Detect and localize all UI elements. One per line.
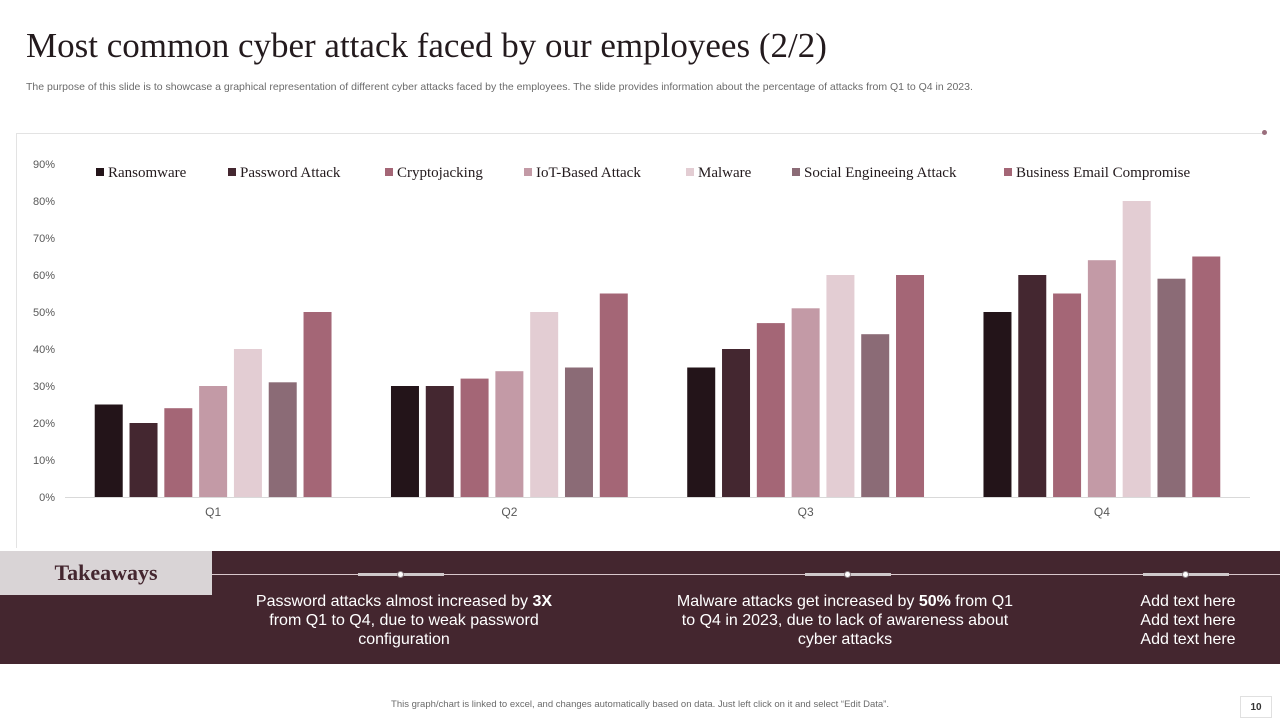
takeaways-label: Takeaways xyxy=(0,551,212,595)
bar xyxy=(1087,260,1116,497)
chart-frame xyxy=(16,133,1264,548)
bar xyxy=(861,334,890,497)
bar xyxy=(390,386,419,497)
bar xyxy=(94,404,123,497)
legend-label: Social Engineeing Attack xyxy=(804,165,957,181)
legend-label: Malware xyxy=(698,165,752,181)
legend-label: IoT-Based Attack xyxy=(536,165,641,181)
bar xyxy=(233,349,262,497)
page-subtitle: The purpose of this slide is to showcase… xyxy=(26,81,973,93)
bar xyxy=(495,371,524,497)
y-tick-label: 30% xyxy=(33,381,55,393)
bar xyxy=(791,308,820,497)
takeaway-3-line: Add text here xyxy=(1140,593,1236,610)
takeaways-band xyxy=(0,551,1280,664)
legend-label: Ransomware xyxy=(108,165,187,181)
bar xyxy=(756,323,785,497)
bar-chart[interactable]: 0% 10% 20% 30% 40% 50% 60% 70% 80% 90% Q1 Q2 Q3 Q4 Ran… xyxy=(0,0,1280,548)
takeaway-2-text: Malware attacks get increased by 50% fro… xyxy=(670,592,1020,649)
bar xyxy=(722,349,751,497)
y-tick-label: 70% xyxy=(33,233,55,245)
bar xyxy=(1122,201,1151,497)
bar xyxy=(687,367,716,497)
takeaway-1-text: Password attacks almost increased by 3X … xyxy=(254,592,554,649)
y-tick-label: 10% xyxy=(33,455,55,467)
bar xyxy=(896,275,925,497)
legend-swatch xyxy=(228,168,236,176)
bar xyxy=(1018,275,1047,497)
takeaway-1-pre: Password attacks almost increased by xyxy=(255,593,533,610)
bar xyxy=(129,423,158,497)
x-tick-label: Q1 xyxy=(205,505,221,519)
bar xyxy=(983,312,1012,497)
legend-swatch xyxy=(792,168,800,176)
legend-swatch xyxy=(686,168,694,176)
takeaway-3-line: Add text here xyxy=(1140,631,1236,648)
takeaways-divider-line xyxy=(212,574,1280,575)
bar xyxy=(460,378,489,497)
y-tick-label: 50% xyxy=(33,307,55,319)
bar xyxy=(1192,256,1221,497)
legend-swatch xyxy=(96,168,104,176)
y-tick-label: 40% xyxy=(33,344,55,356)
legend-swatch xyxy=(1004,168,1012,176)
takeaway-3-line: Add text here xyxy=(1140,612,1236,629)
takeaway-1-post: from Q1 to Q4, due to weak password conf… xyxy=(269,612,539,648)
bar xyxy=(826,275,855,497)
x-tick-label: Q3 xyxy=(798,505,814,519)
legend-label: Cryptojacking xyxy=(397,165,483,181)
takeaway-1-marker xyxy=(358,571,444,578)
takeaway-1-highlight: 3X xyxy=(532,593,553,610)
y-tick-label: 20% xyxy=(33,418,55,430)
legend-label: Business Email Compromise xyxy=(1016,165,1191,181)
legend-label: Password Attack xyxy=(240,165,341,181)
takeaway-3-text: Add text here Add text here Add text her… xyxy=(1098,592,1278,649)
bar xyxy=(599,293,628,497)
y-tick-label: 90% xyxy=(33,159,55,171)
page-number: 10 xyxy=(1240,696,1272,718)
bar xyxy=(1053,293,1082,497)
takeaway-3-marker xyxy=(1143,571,1229,578)
bar xyxy=(268,382,297,497)
legend-swatch xyxy=(524,168,532,176)
x-tick-label: Q4 xyxy=(1094,505,1110,519)
bar xyxy=(1157,278,1186,497)
bar xyxy=(303,312,332,497)
bar xyxy=(425,386,454,497)
y-tick-label: 80% xyxy=(33,196,55,208)
y-tick-label: 60% xyxy=(33,270,55,282)
y-tick-label: 0% xyxy=(39,492,55,504)
bar xyxy=(199,386,228,497)
footer-note: This graph/chart is linked to excel, and… xyxy=(391,699,889,710)
frame-corner-dot xyxy=(1262,130,1267,135)
bar xyxy=(164,408,193,497)
x-tick-label: Q2 xyxy=(501,505,517,519)
legend-swatch xyxy=(385,168,393,176)
takeaway-2-highlight: 50% xyxy=(918,593,951,610)
takeaway-2-marker xyxy=(805,571,891,578)
bar xyxy=(530,312,559,497)
takeaway-2-post: from Q1 to Q4 in 2023, due to lack of aw… xyxy=(681,593,1014,648)
bar xyxy=(564,367,593,497)
page-title: Most common cyber attack faced by our em… xyxy=(26,26,827,65)
takeaway-2-pre: Malware attacks get increased by xyxy=(676,593,919,610)
